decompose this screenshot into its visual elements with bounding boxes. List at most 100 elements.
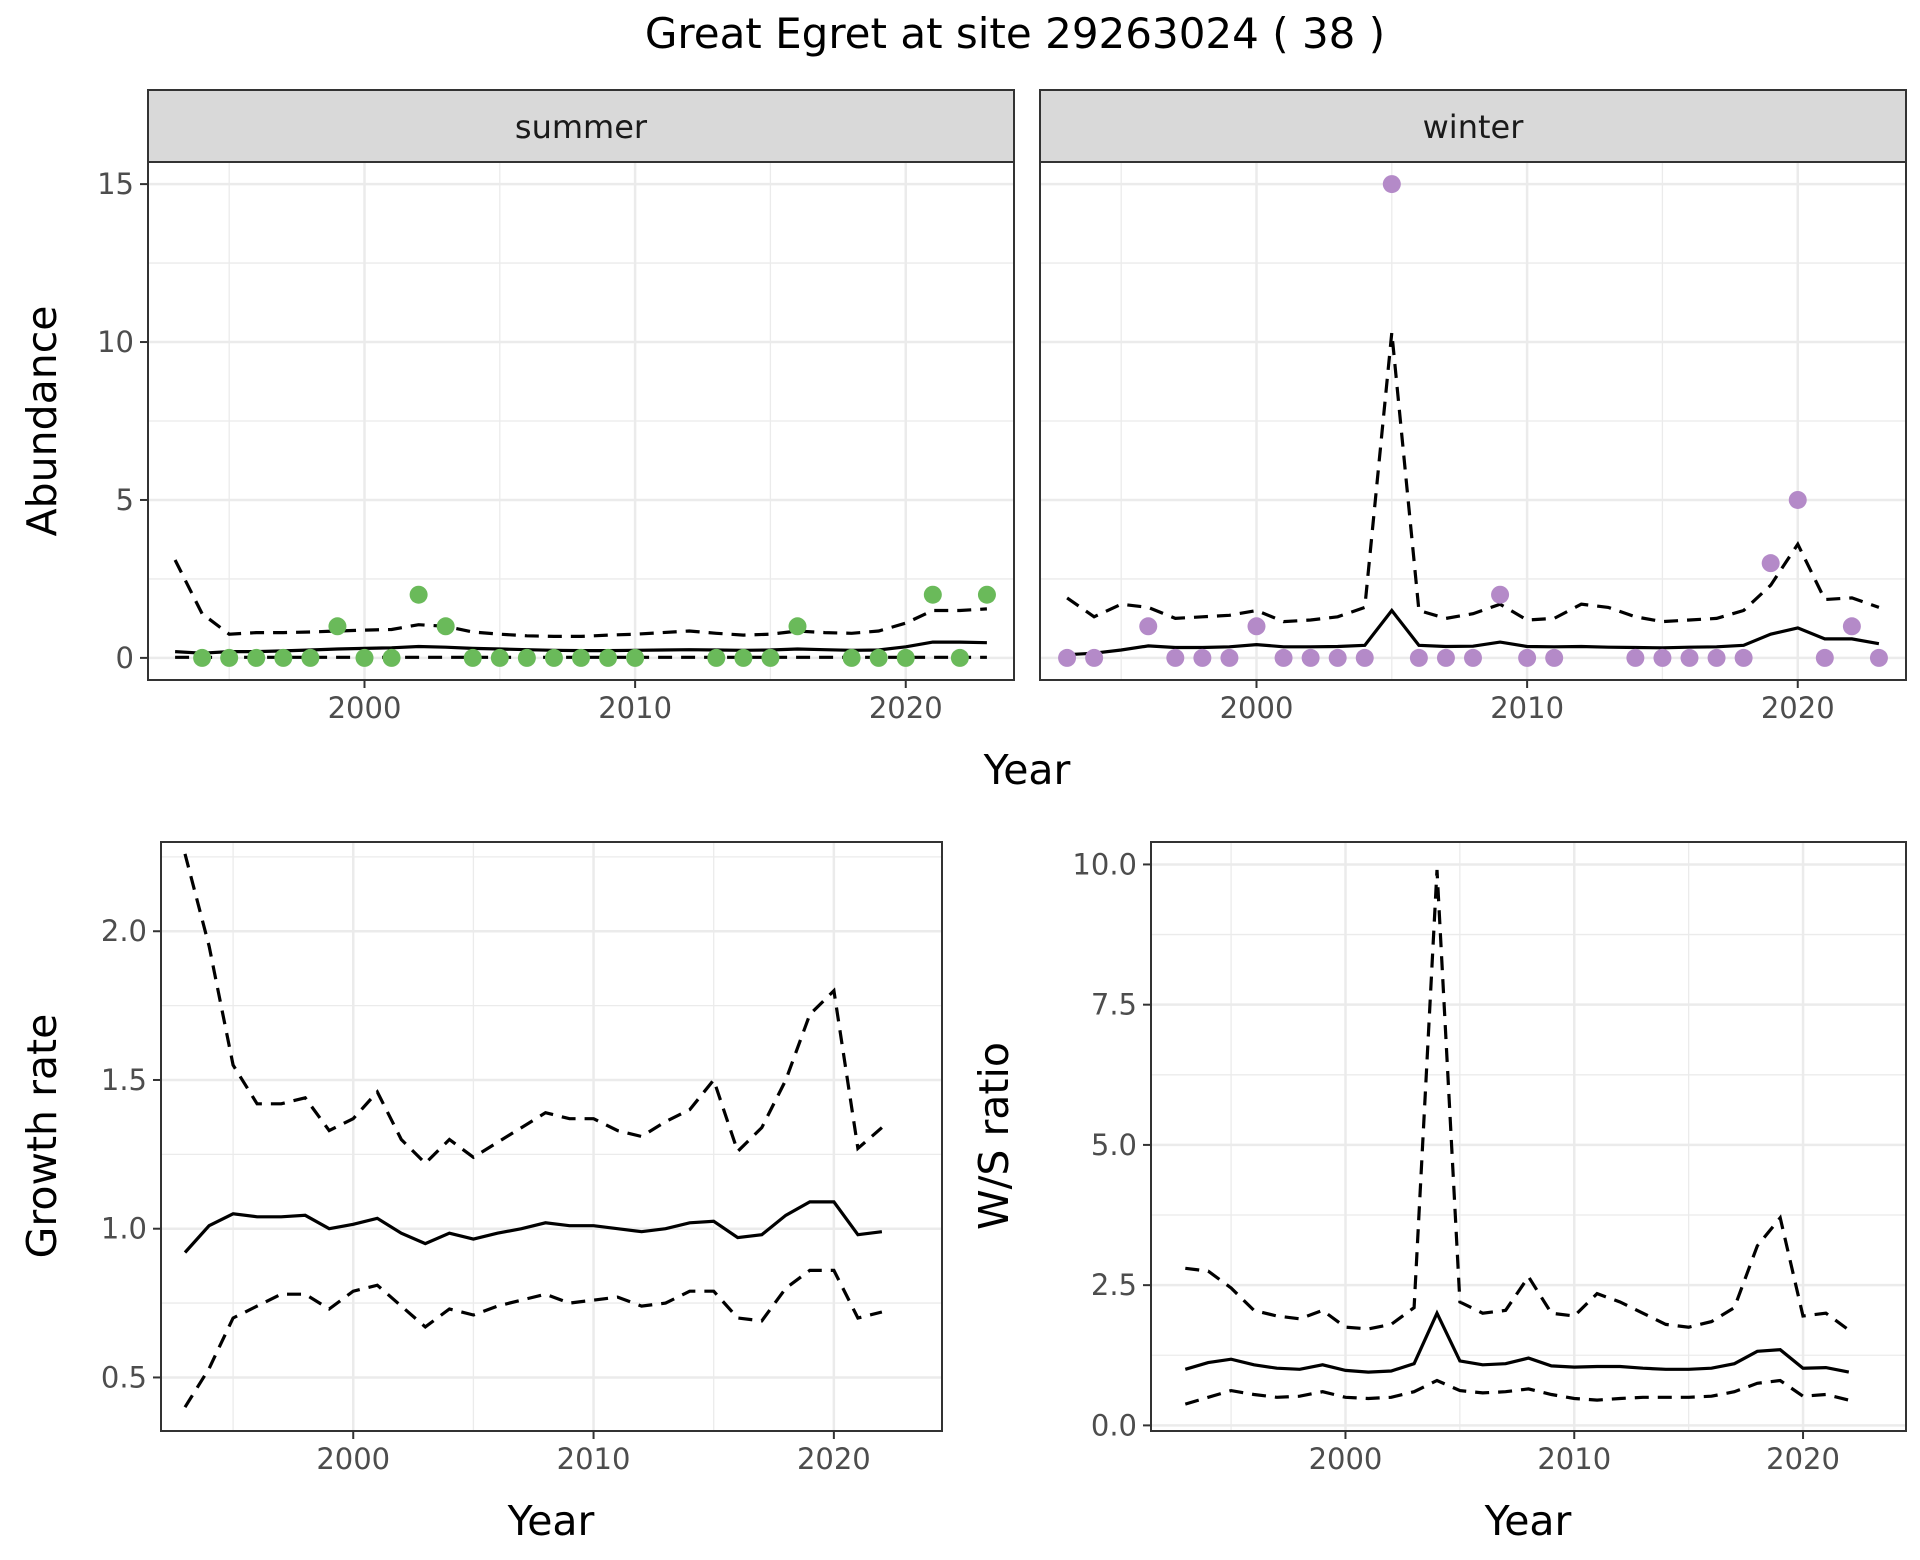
observation-point [1815, 648, 1834, 667]
upper-bound-line [173, 559, 987, 639]
observation-point [1545, 648, 1564, 667]
x-axis-title-growth: Year [507, 1497, 595, 1545]
observation-point [707, 648, 726, 667]
observation-point [1518, 648, 1537, 667]
y-tick-label: 2.0 [101, 914, 147, 948]
upper-bound-line [1185, 869, 1850, 1332]
observation-point [1734, 648, 1753, 667]
y-axis-title-ratio: W/S ratio [970, 1042, 1018, 1230]
x-tick-label: 2010 [1537, 1442, 1611, 1476]
y-tick-label: 10 [97, 325, 134, 359]
panel-ws-ratio: 2000 2010 2020 0.0 2.5 5.0 7.5 10.0 [1072, 841, 1907, 1476]
observation-point [1436, 648, 1455, 667]
observation-point [382, 648, 401, 667]
observation-point [599, 648, 618, 667]
observation-point [328, 617, 347, 636]
lower-bound-line [183, 1268, 883, 1409]
y-tick-label: 10.0 [1072, 847, 1137, 881]
x-tick-label: 2010 [598, 691, 672, 725]
observation-point [761, 648, 780, 667]
observation-point [301, 648, 320, 667]
x-tick-label: 2020 [797, 1442, 871, 1476]
observation-point [1707, 648, 1726, 667]
observation-point [869, 648, 888, 667]
x-axis-title-ratio: Year [1484, 1497, 1572, 1545]
observation-point [1869, 648, 1888, 667]
upper-bound-line [183, 853, 883, 1166]
observation-point [463, 648, 482, 667]
y-tick-label: 5.0 [1091, 1128, 1137, 1162]
observation-point [1328, 648, 1347, 667]
observation-point [274, 648, 293, 667]
y-tick-label: 0.5 [101, 1360, 147, 1394]
observation-point [1193, 648, 1212, 667]
observation-point [409, 585, 428, 604]
observation-point [1626, 648, 1645, 667]
observation-point [1761, 554, 1780, 573]
x-tick-label: 2000 [328, 691, 402, 725]
panel-abundance-summer: summer 2000 2010 2020 0 5 10 15 [97, 89, 1015, 725]
y-tick-label: 15 [97, 167, 134, 201]
x-tick-label: 2010 [557, 1442, 631, 1476]
y-tick-label: 7.5 [1091, 988, 1137, 1022]
observation-point [193, 648, 212, 667]
panel-border [160, 841, 943, 1432]
observation-point [842, 648, 861, 667]
observation-point [572, 648, 590, 667]
x-tick-label: 2010 [1490, 691, 1564, 725]
observation-point [220, 648, 239, 667]
y-tick-label: 1.5 [101, 1063, 147, 1097]
observation-point [977, 585, 996, 604]
observation-point [436, 617, 455, 636]
panel-growth-rate: 2000 2010 2020 0.5 1.0 1.5 2.0 [101, 841, 943, 1476]
observation-point [788, 617, 807, 636]
observation-point [517, 648, 536, 667]
panel-border [1150, 841, 1907, 1432]
observation-point [1301, 648, 1320, 667]
facet-label-winter: winter [1423, 108, 1525, 146]
observation-point [247, 648, 266, 667]
observation-point [1491, 585, 1510, 604]
observation-point [734, 648, 753, 667]
observation-point [896, 648, 915, 667]
mean-line [183, 1200, 883, 1254]
observation-point [1166, 648, 1185, 667]
panel-abundance-winter: winter 2000 2010 2020 [1039, 89, 1907, 725]
x-tick-label: 2000 [316, 1442, 390, 1476]
y-tick-label: 0.0 [1091, 1408, 1137, 1442]
observation-point [1274, 648, 1293, 667]
x-tick-label: 2020 [869, 691, 943, 725]
panel-border [1039, 161, 1907, 681]
panel-border [147, 161, 1015, 681]
y-tick-label: 2.5 [1091, 1268, 1137, 1302]
observation-point [1355, 648, 1374, 667]
x-tick-label: 2000 [1309, 1442, 1383, 1476]
observation-point [544, 648, 563, 667]
x-axis-title-abundance: Year [983, 746, 1071, 794]
x-tick-label: 2000 [1220, 691, 1294, 725]
observation-point [1409, 648, 1428, 667]
facet-label-summer: summer [515, 108, 648, 146]
upper-bound-line [1066, 332, 1880, 624]
y-axis-title-growth: Growth rate [18, 1014, 66, 1259]
y-tick-label: 5 [116, 483, 134, 517]
observation-point [1464, 648, 1482, 667]
observation-point [626, 648, 645, 667]
facet-strip-summer [147, 89, 1015, 163]
mean-line [1184, 1309, 1850, 1374]
observation-point [1220, 648, 1239, 667]
chart-title: Great Egret at site 29263024 ( 38 ) [645, 9, 1385, 58]
y-tick-label: 1.0 [101, 1212, 147, 1246]
lower-bound-line [1184, 1378, 1850, 1406]
observation-point [490, 648, 509, 667]
observation-point [1653, 648, 1672, 667]
observation-point [1085, 648, 1104, 667]
observation-point [1788, 490, 1807, 509]
y-tick-label: 0 [116, 641, 134, 675]
mean-line [1067, 607, 1880, 657]
observation-point [1680, 648, 1699, 667]
observation-point [923, 585, 942, 604]
facet-strip-winter [1039, 89, 1907, 163]
x-tick-label: 2020 [1766, 1442, 1840, 1476]
observation-point [1842, 617, 1861, 636]
